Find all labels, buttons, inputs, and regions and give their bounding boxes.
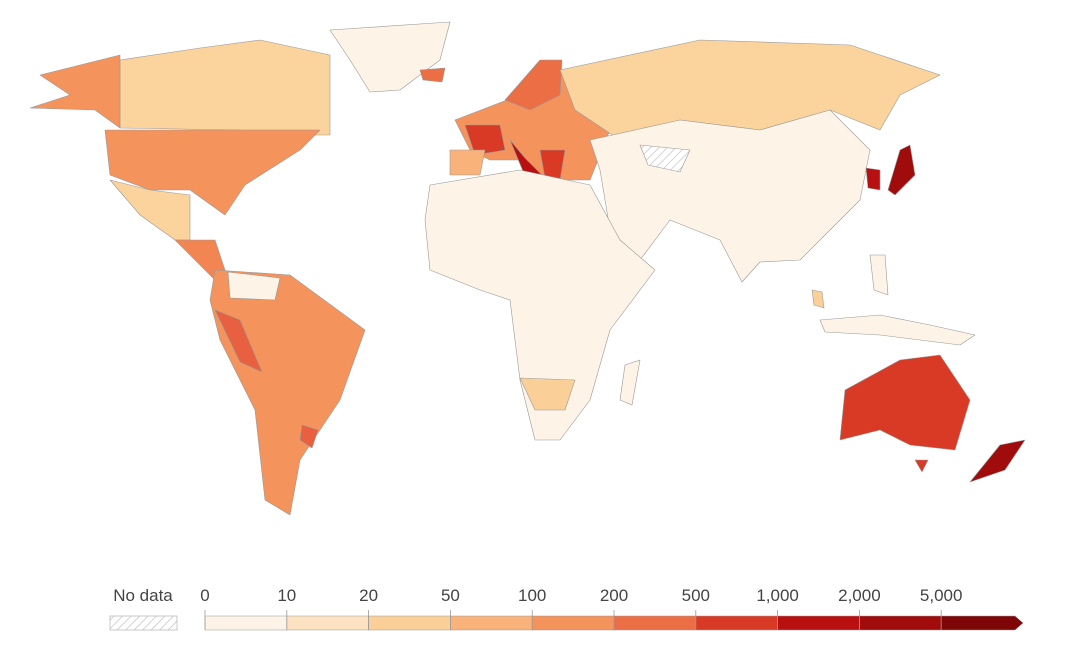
legend-tick-label: 100 [518, 586, 546, 605]
legend-tick-label: 1,000 [756, 586, 799, 605]
russia [559, 39, 941, 141]
south-america [209, 269, 366, 516]
africa [424, 169, 656, 441]
iceland [419, 67, 446, 83]
world-map [29, 21, 1026, 516]
no-data-swatch [109, 615, 178, 631]
legend-bin [368, 615, 451, 631]
canada [119, 39, 331, 136]
legend-tick-label: 50 [441, 586, 460, 605]
southern-africa [519, 377, 576, 411]
legend-bin [777, 615, 860, 631]
caucasus [639, 144, 691, 173]
legend-bin [531, 615, 615, 631]
alaska [29, 54, 121, 129]
legend: No data 0 10 20 50 100 200 500 1,000 2,000 5,000 [109, 586, 1024, 631]
uruguay [299, 424, 319, 449]
australia [839, 354, 971, 451]
legend-tick-label: 2,000 [838, 586, 881, 605]
legend-tick-label: 10 [277, 586, 296, 605]
legend-bin [940, 615, 1024, 631]
legend-tick-label: 0 [200, 586, 209, 605]
iberia [449, 149, 486, 176]
no-data-label: No data [113, 586, 173, 605]
philippines [869, 254, 889, 296]
korea [865, 167, 881, 191]
tasmania [914, 459, 929, 473]
legend-tick-label: 500 [682, 586, 710, 605]
legend-bin [450, 615, 533, 631]
venezuela [227, 271, 281, 301]
scandinavia [504, 59, 563, 111]
legend-bin [204, 615, 288, 631]
legend-tick-label: 20 [359, 586, 378, 605]
madagascar [619, 359, 641, 406]
malaysia [811, 289, 825, 309]
greenland [329, 21, 451, 93]
legend-tick-label: 5,000 [920, 586, 963, 605]
legend-bin [859, 615, 942, 631]
france [464, 124, 506, 156]
japan [887, 144, 916, 196]
peru [214, 309, 263, 373]
legend-bin [695, 615, 778, 631]
legend-tick-label: 200 [600, 586, 628, 605]
new-zealand [969, 439, 1026, 483]
usa [104, 129, 321, 216]
indonesia [819, 314, 976, 346]
legend-bin [286, 615, 369, 631]
legend-bin [613, 615, 697, 631]
